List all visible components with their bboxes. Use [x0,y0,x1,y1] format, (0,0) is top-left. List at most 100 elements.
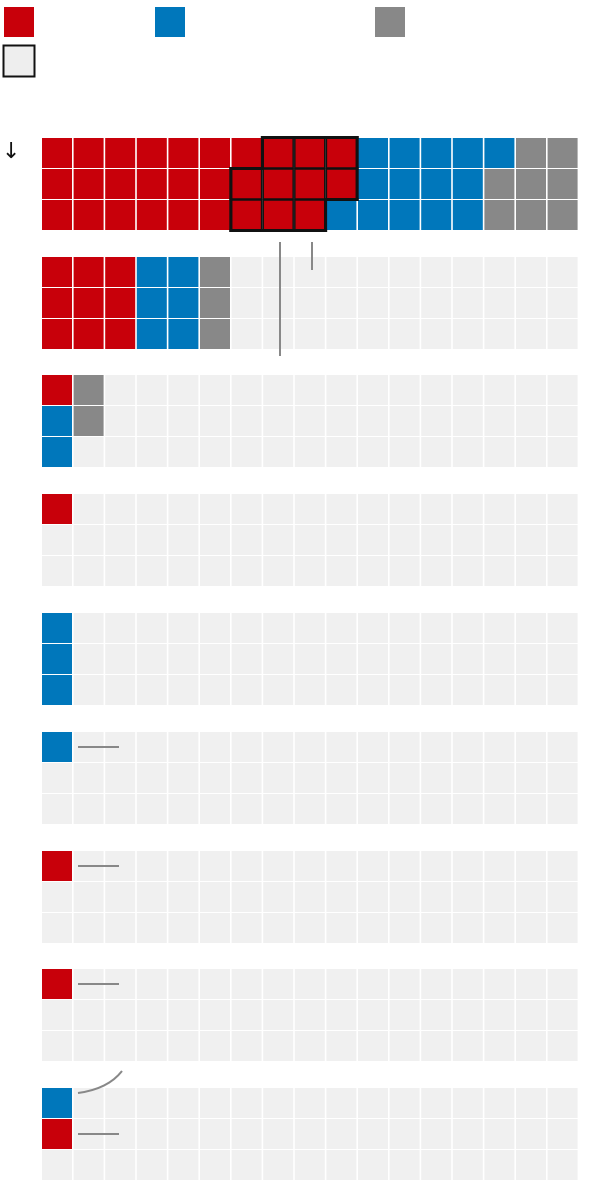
cell-red [105,138,136,168]
cell-empty [547,675,578,705]
legend-swatch-gray [375,7,405,37]
cell-empty [231,794,262,824]
cell-empty [263,257,294,287]
cell-empty [547,556,578,586]
cell-blue [42,406,72,436]
waffle-group-6 [42,732,578,824]
cell-empty [421,375,452,405]
cell-red [42,288,72,318]
cell-empty [263,969,294,999]
cell-red [42,319,72,349]
highlight-cell-border [262,168,294,200]
cell-empty [294,851,325,881]
cell-empty [547,1000,578,1030]
cell-empty [105,675,136,705]
cell-empty [484,1000,515,1030]
cell-empty [421,494,452,524]
cell-blue [136,257,167,287]
cell-empty [231,375,262,405]
cell-empty [452,288,483,318]
cell-empty [389,1119,420,1149]
cell-empty [452,437,483,467]
cell-empty [389,851,420,881]
cell-empty [484,1150,515,1180]
leader-lines [279,242,313,356]
waffle-group-2 [42,257,578,349]
cell-empty [168,1031,199,1061]
cell-red [200,169,230,199]
cell-empty [200,494,230,524]
cell-empty [484,969,515,999]
cell-gray [484,169,515,199]
cell-empty [326,406,357,436]
cell-empty [358,851,388,881]
cell-empty [358,1119,388,1149]
cell-empty [231,763,262,793]
cell-empty [294,525,325,555]
cell-empty [452,375,483,405]
cell-empty [231,644,262,674]
cell-empty [168,851,199,881]
cell-empty [516,525,546,555]
cell-empty [136,613,167,643]
cell-red [200,138,230,168]
cell-empty [168,732,199,762]
cell-empty [168,969,199,999]
cell-empty [136,1150,167,1180]
cell-empty [421,644,452,674]
cell-red [168,200,199,230]
cell-empty [516,556,546,586]
cell-empty [231,732,262,762]
cell-empty [452,257,483,287]
cell-blue [484,138,515,168]
cell-empty [547,288,578,318]
cell-empty [358,1000,388,1030]
cell-empty [421,406,452,436]
cell-red [105,288,136,318]
cell-empty [326,1088,357,1118]
cell-empty [358,969,388,999]
cell-empty [421,556,452,586]
cell-red [326,169,357,199]
cell-empty [421,1150,452,1180]
cell-gray [484,200,515,230]
waffle-group-1 [42,136,578,232]
cell-empty [389,319,420,349]
cell-blue [421,169,452,199]
cell-empty [326,288,357,318]
cell-empty [484,1088,515,1118]
cell-blue [326,200,357,230]
cell-empty [231,1119,262,1149]
cell-red [168,169,199,199]
cell-empty [547,882,578,912]
cell-empty [484,319,515,349]
cell-gray [516,169,546,199]
cell-empty [136,882,167,912]
cell-empty [200,375,230,405]
cell-empty [168,437,199,467]
cell-empty [326,1031,357,1061]
cell-empty [294,1088,325,1118]
cell-empty [547,375,578,405]
cell-empty [389,969,420,999]
cell-empty [73,794,104,824]
cell-empty [389,375,420,405]
cell-empty [484,556,515,586]
cell-empty [547,613,578,643]
cell-empty [136,1031,167,1061]
cell-empty [168,882,199,912]
cell-empty [42,882,72,912]
cell-empty [452,1088,483,1118]
cell-empty [136,851,167,881]
cell-empty [452,675,483,705]
cell-empty [200,1031,230,1061]
cell-empty [484,1119,515,1149]
cell-empty [389,794,420,824]
cell-empty [263,732,294,762]
cell-empty [516,257,546,287]
cell-empty [516,613,546,643]
cell-empty [73,437,104,467]
cell-empty [516,1150,546,1180]
cell-empty [136,763,167,793]
legend-swatch-highlight [2,44,36,78]
